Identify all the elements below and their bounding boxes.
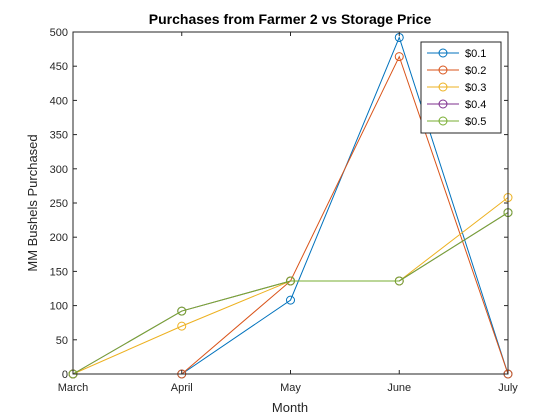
legend-item: $0.5 — [427, 116, 486, 128]
legend-label: $0.2 — [465, 65, 486, 77]
chart-title: Purchases from Farmer 2 vs Storage Price — [149, 11, 432, 27]
data-point — [177, 306, 187, 316]
x-axis-label: Month — [272, 400, 308, 415]
legend-item: $0.3 — [427, 82, 486, 94]
y-tick-label: 100 — [50, 301, 68, 313]
x-tick-label: May — [280, 382, 301, 394]
y-tick-label: 400 — [50, 95, 68, 107]
data-point — [286, 276, 295, 286]
x-axis-ticks: March April May June July — [58, 32, 518, 394]
legend-item: $0.4 — [427, 99, 486, 111]
legend-label: $0.3 — [465, 82, 486, 94]
legend-marker — [438, 48, 448, 58]
y-tick-label: 250 — [50, 198, 68, 210]
y-tick-label: 500 — [50, 27, 68, 39]
legend-item: $0.2 — [427, 65, 486, 77]
legend-marker — [438, 65, 448, 75]
y-tick-label: 350 — [50, 130, 68, 142]
x-tick-label: April — [171, 382, 193, 394]
legend-marker — [438, 82, 448, 92]
legend-label: $0.4 — [465, 99, 486, 111]
y-axis-label: MM Bushels Purchased — [25, 134, 40, 271]
y-tick-label: 0 — [62, 369, 68, 381]
data-point — [394, 276, 404, 286]
y-tick-label: 50 — [56, 335, 68, 347]
series-5 — [68, 208, 513, 379]
legend-marker — [438, 116, 448, 126]
data-point — [394, 52, 404, 62]
data-point — [286, 295, 295, 305]
legend-label: $0.5 — [465, 116, 486, 128]
y-tick-label: 200 — [50, 232, 68, 244]
y-axis-ticks: 0 50 100 150 200 250 300 350 400 450 500 — [50, 27, 508, 381]
series-line — [72, 212, 509, 375]
y-tick-label: 300 — [50, 164, 68, 176]
y-tick-label: 150 — [50, 266, 68, 278]
legend-label: $0.1 — [465, 48, 486, 60]
x-tick-label: March — [58, 382, 89, 394]
x-tick-label: July — [498, 382, 518, 394]
data-point — [177, 321, 187, 331]
legend-marker — [438, 99, 448, 109]
legend: $0.1 $0.2 $0.3 $0.4 $0.5 — [420, 41, 502, 134]
legend-item: $0.1 — [427, 48, 486, 60]
y-tick-label: 450 — [50, 61, 68, 73]
x-tick-label: June — [387, 382, 411, 394]
